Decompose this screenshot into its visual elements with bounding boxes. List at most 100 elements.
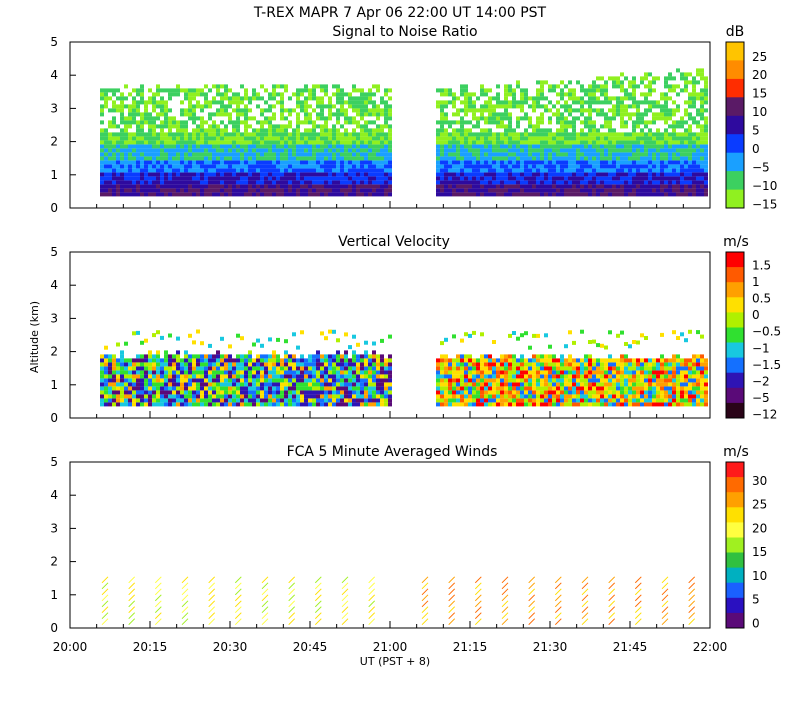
snr-cell: [348, 188, 352, 192]
snr-cell: [188, 192, 192, 196]
velocity-cell: [460, 354, 464, 358]
velocity-cell: [364, 350, 368, 354]
snr-cell: [224, 136, 228, 140]
snr-cell: [544, 132, 548, 136]
snr-cell: [224, 184, 228, 188]
snr-cell: [500, 112, 504, 116]
snr-cell: [284, 192, 288, 196]
snr-cell: [224, 180, 228, 184]
snr-cell: [116, 160, 120, 164]
velocity-cell: [256, 394, 260, 398]
snr-cell: [600, 156, 604, 160]
snr-cell: [200, 104, 204, 108]
snr-cell: [624, 192, 628, 196]
snr-cell: [612, 76, 616, 80]
snr-cell: [212, 160, 216, 164]
snr-cell: [120, 176, 124, 180]
velocity-cell: [488, 374, 492, 378]
snr-cell: [128, 112, 132, 116]
snr-cell: [124, 172, 128, 176]
snr-cell: [184, 148, 188, 152]
snr-cell: [436, 136, 440, 140]
snr-cell: [260, 84, 264, 88]
colorbar-swatch: [726, 60, 744, 79]
velocity-cell: [488, 366, 492, 370]
snr-cell: [236, 164, 240, 168]
snr-cell: [680, 184, 684, 188]
snr-cell: [380, 152, 384, 156]
snr-cell: [604, 148, 608, 152]
snr-cell: [272, 156, 276, 160]
snr-cell: [660, 132, 664, 136]
velocity-cell: [592, 362, 596, 366]
velocity-cell: [300, 366, 304, 370]
snr-cell: [668, 136, 672, 140]
snr-cell: [252, 156, 256, 160]
snr-cell: [148, 172, 152, 176]
snr-cell: [336, 112, 340, 116]
velocity-cell: [460, 398, 464, 402]
velocity-cell: [452, 366, 456, 370]
snr-cell: [288, 192, 292, 196]
snr-cell: [644, 108, 648, 112]
velocity-cell: [476, 390, 480, 394]
snr-cell: [116, 188, 120, 192]
velocity-cell: [260, 390, 264, 394]
snr-cell: [528, 132, 532, 136]
snr-cell: [504, 168, 508, 172]
snr-cell: [332, 156, 336, 160]
velocity-cell: [260, 382, 264, 386]
velocity-cell: [160, 336, 164, 340]
snr-cell: [300, 176, 304, 180]
velocity-cell: [540, 394, 544, 398]
velocity-cell: [364, 402, 368, 406]
snr-cell: [668, 124, 672, 128]
velocity-cell: [492, 358, 496, 362]
snr-cell: [460, 152, 464, 156]
snr-cell: [188, 100, 192, 104]
snr-cell: [152, 92, 156, 96]
snr-cell: [348, 176, 352, 180]
snr-cell: [548, 100, 552, 104]
snr-cell: [256, 132, 260, 136]
snr-cell: [492, 184, 496, 188]
snr-cell: [172, 188, 176, 192]
velocity-cell: [596, 374, 600, 378]
snr-cell: [684, 100, 688, 104]
snr-cell: [584, 88, 588, 92]
snr-cell: [456, 164, 460, 168]
snr-cell: [504, 116, 508, 120]
snr-cell: [264, 116, 268, 120]
velocity-cell: [544, 390, 548, 394]
snr-cell: [376, 184, 380, 188]
velocity-cell: [496, 386, 500, 390]
snr-cell: [112, 172, 116, 176]
snr-cell: [156, 192, 160, 196]
snr-cell: [604, 136, 608, 140]
snr-cell: [492, 168, 496, 172]
velocity-cell: [472, 370, 476, 374]
velocity-cell: [140, 354, 144, 358]
snr-cell: [568, 148, 572, 152]
snr-cell: [344, 188, 348, 192]
velocity-cell: [464, 332, 468, 336]
snr-cell: [112, 164, 116, 168]
snr-cell: [136, 164, 140, 168]
velocity-cell: [188, 386, 192, 390]
snr-cell: [332, 172, 336, 176]
snr-cell: [480, 136, 484, 140]
snr-cell: [256, 144, 260, 148]
velocity-cell: [344, 370, 348, 374]
velocity-cell: [564, 344, 568, 348]
snr-cell: [440, 104, 444, 108]
snr-cell: [184, 108, 188, 112]
velocity-cell: [176, 402, 180, 406]
snr-cell: [236, 128, 240, 132]
velocity-cell: [288, 378, 292, 382]
velocity-cell: [484, 374, 488, 378]
velocity-cell: [136, 331, 140, 335]
snr-cell: [500, 184, 504, 188]
snr-cell: [192, 144, 196, 148]
velocity-cell: [284, 362, 288, 366]
snr-cell: [624, 124, 628, 128]
